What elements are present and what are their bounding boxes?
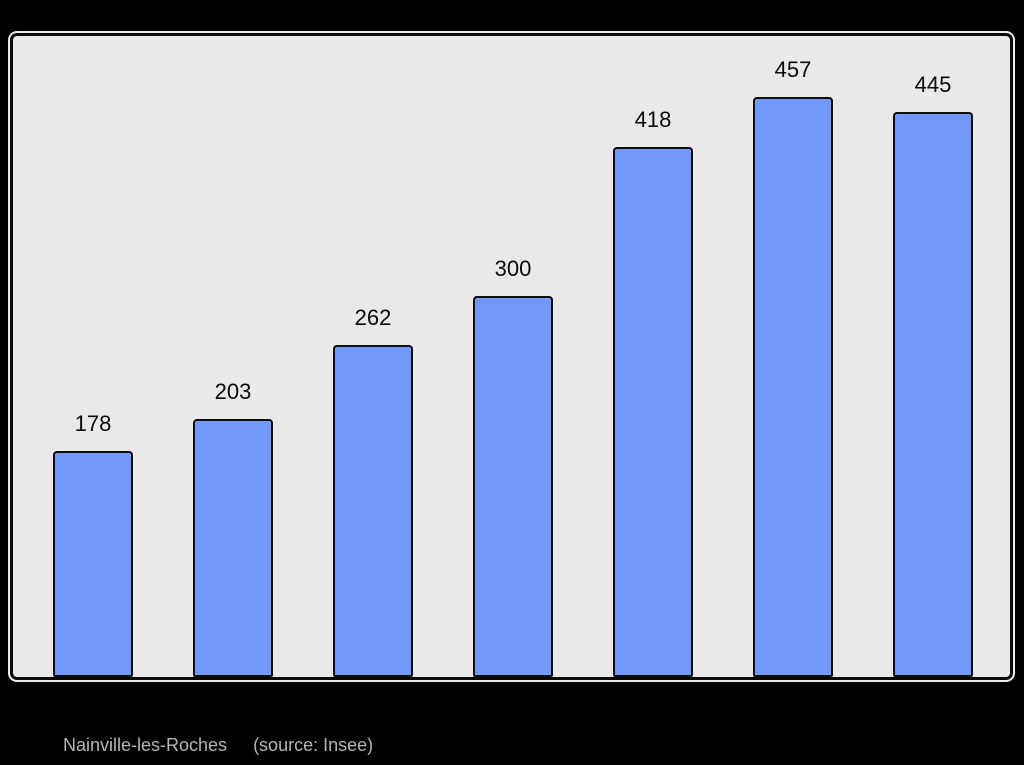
bar bbox=[53, 451, 133, 677]
bar bbox=[893, 112, 973, 677]
chart-plot-area: 178 203 262 300 418 457 445 bbox=[10, 33, 1013, 680]
bar-value-label: 178 bbox=[74, 411, 112, 436]
chart-caption: Nainville-les-Roches (source: Insee) bbox=[63, 735, 373, 756]
bar bbox=[333, 345, 413, 677]
bar-value-label: 262 bbox=[354, 305, 392, 330]
bar-value-label: 445 bbox=[914, 72, 952, 97]
bar-value-label: 418 bbox=[634, 107, 672, 132]
bar bbox=[613, 147, 693, 677]
bar bbox=[753, 97, 833, 677]
bar-value-label: 457 bbox=[774, 57, 812, 82]
bar bbox=[473, 296, 553, 677]
caption-source: (source: Insee) bbox=[253, 735, 374, 755]
caption-commune-name: Nainville-les-Roches bbox=[63, 735, 228, 755]
bar-value-label: 300 bbox=[494, 256, 532, 281]
bar-value-label: 203 bbox=[214, 379, 252, 404]
bar bbox=[193, 419, 273, 677]
